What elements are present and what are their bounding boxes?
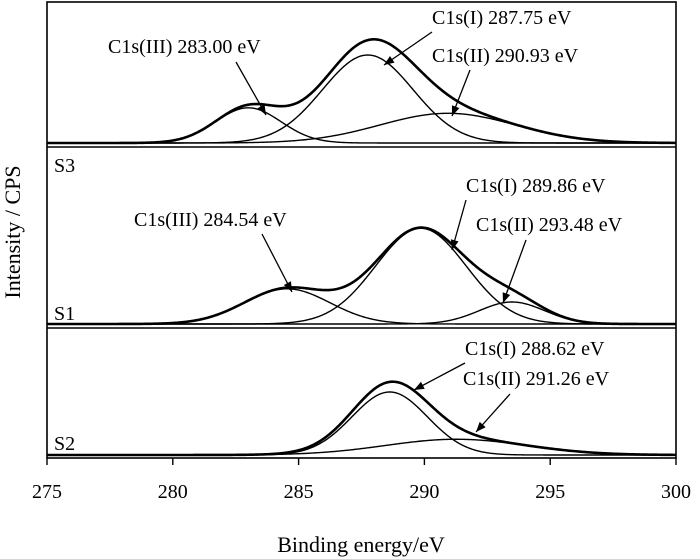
panel-label-s1: S1: [54, 303, 75, 325]
panel-label-s2: S2: [54, 433, 75, 455]
annotation-arrowhead-s3-3: [451, 105, 460, 116]
panel-label-s3: S3: [54, 155, 75, 177]
x-tick-label-295: 295: [535, 481, 565, 503]
x-axis: 275 280 285 290 295 300: [32, 458, 691, 503]
envelope-s3: [47, 38, 676, 145]
annotation-leader-s1-1: [261, 233, 293, 293]
annotation-arrowhead-s1-1: [283, 281, 292, 292]
annotation-s1-3: C1s(II) 293.48 eV: [476, 214, 623, 236]
y-axis-label: Intensity / CPS: [0, 165, 25, 298]
annotation-s3-3: C1s(II) 290.93 eV: [432, 45, 579, 67]
annotation-arrowhead-s3-2: [384, 56, 395, 65]
x-tick-label-285: 285: [284, 481, 314, 503]
annotations-layer: C1s(III) 283.00 eV C1s(I) 287.75 eV C1s(II…: [108, 7, 623, 433]
x-tick-label-290: 290: [409, 481, 439, 503]
annotation-arrowhead-s2-2: [476, 421, 486, 432]
x-tick-label-275: 275: [32, 481, 62, 503]
annotation-s1-2: C1s(I) 289.86 eV: [466, 175, 606, 197]
annotation-arrowhead-s2-1: [414, 381, 425, 390]
annotation-arrowhead-s1-2: [450, 239, 459, 250]
annotation-s2-2: C1s(II) 291.26 eV: [463, 368, 610, 390]
envelope-s1: [47, 226, 676, 326]
annotation-arrowhead-s1-3: [502, 292, 511, 303]
annotation-leader-s1-3: [502, 239, 527, 304]
annotation-leader-s3-1: [235, 61, 267, 116]
annotation-s3-1: C1s(III) 283.00 eV: [108, 36, 261, 58]
x-tick-label-280: 280: [158, 481, 188, 503]
envelope-s2: [47, 380, 677, 457]
x-axis-label: Binding energy/eV: [277, 532, 445, 557]
annotation-s3-2: C1s(I) 287.75 eV: [432, 7, 572, 29]
peak-s1-1: [47, 288, 676, 325]
annotation-s1-1: C1s(III) 284.54 eV: [134, 209, 287, 231]
annotation-arrowhead-s3-1: [257, 104, 266, 115]
annotation-s2-1: C1s(I) 288.62 eV: [465, 338, 605, 360]
x-tick-label-300: 300: [661, 481, 691, 503]
curves-layer: [47, 38, 677, 457]
plot-frame: [46, 1, 677, 459]
